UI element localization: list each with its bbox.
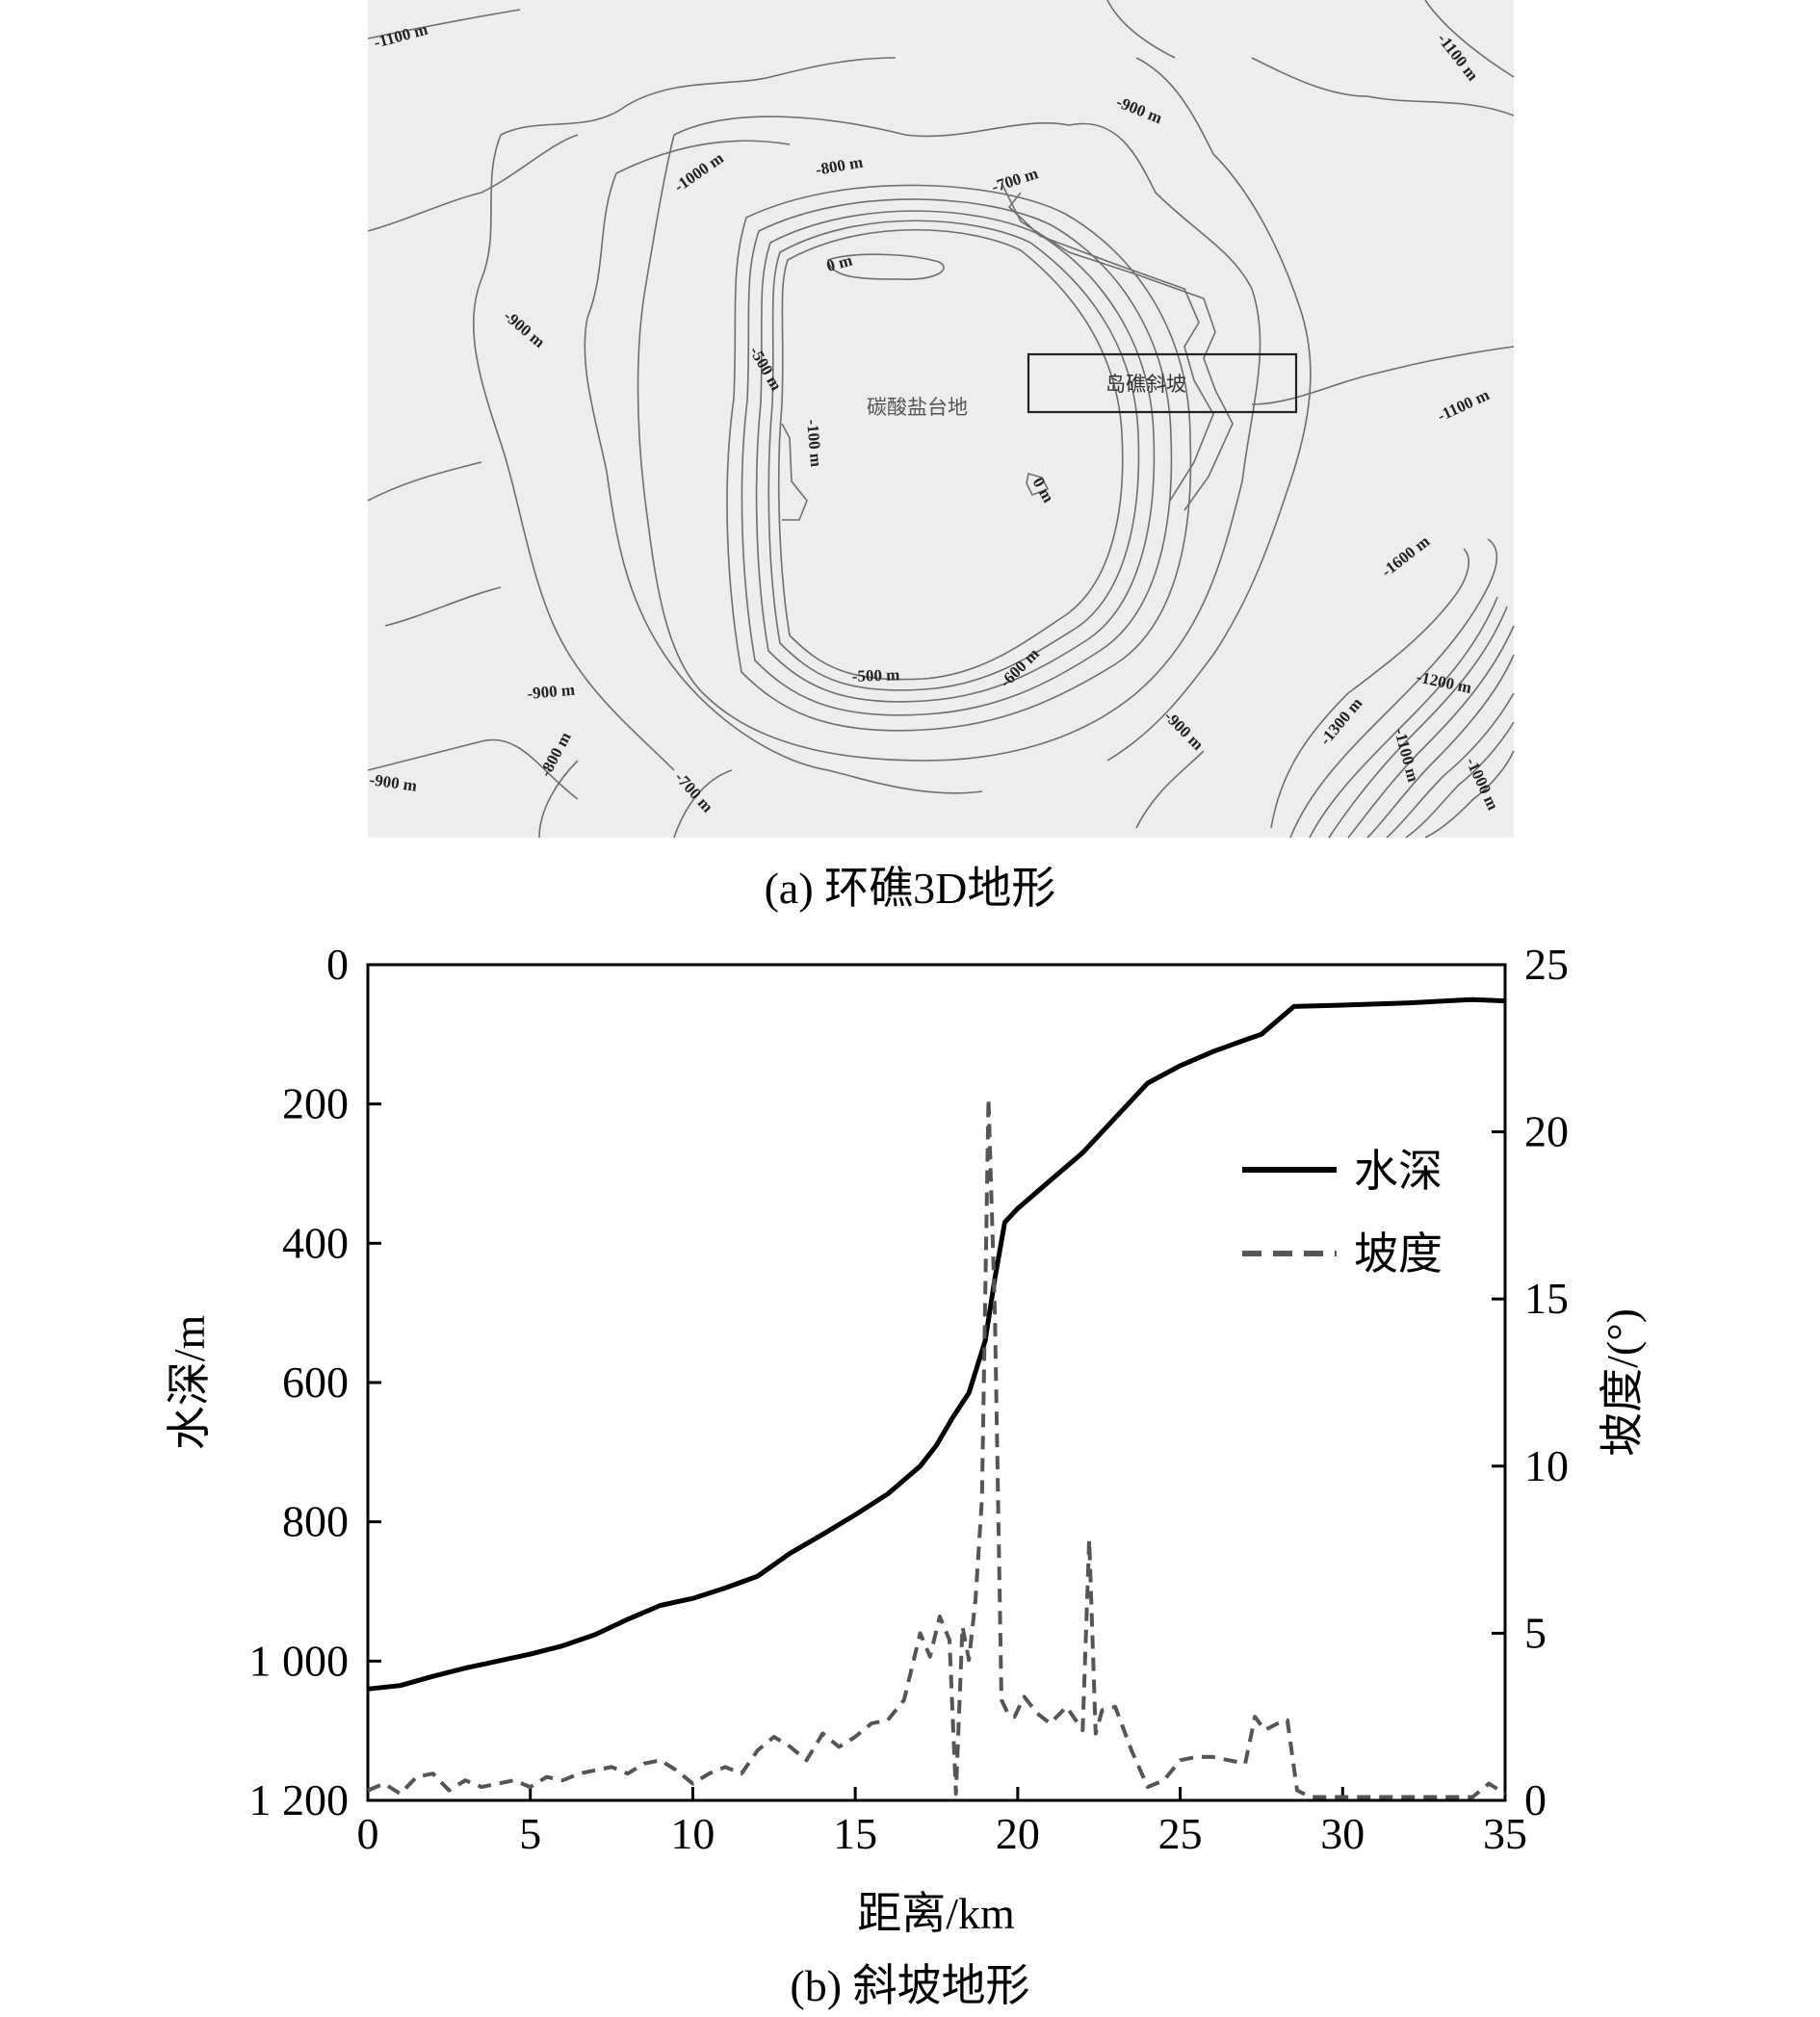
contour-label: -100 m (803, 419, 825, 468)
right-y-tick-label: 5 (1524, 1608, 1547, 1657)
series-layer (367, 996, 1507, 1799)
x-tick-label: 0 (357, 1809, 379, 1858)
legend: 水深 坡度 (1242, 1147, 1443, 1279)
left-y-tick-label: 800 (282, 1497, 349, 1546)
left-y-tick-label: 600 (282, 1358, 349, 1407)
contour-label: -900 m (527, 681, 576, 703)
left-y-tick-label: 400 (282, 1218, 349, 1267)
x-tick-label: 10 (670, 1809, 715, 1858)
x-tick-label: 35 (1483, 1809, 1527, 1858)
left-y-tick-label: 1 000 (249, 1636, 350, 1685)
right-y-tick-label: 0 (1524, 1775, 1547, 1824)
slope-box-label: 岛礁斜坡 (1105, 373, 1186, 396)
contour-map: 碳酸盐台地 岛礁斜坡 -1100 m -1100 m -900 m -1000 … (367, 0, 1515, 839)
x-tick-label: 15 (833, 1809, 877, 1858)
contour-lines (367, 0, 1515, 839)
right-y-axis: 0 5 10 15 20 25 (1492, 940, 1569, 1824)
depth-line (367, 996, 1506, 1692)
panel-b-caption: (b) 斜坡地形 (790, 1961, 1029, 2010)
slope-line (367, 1096, 1507, 1799)
map-background (368, 0, 1514, 838)
left-y-tick-label: 0 (326, 940, 349, 989)
x-tick-label: 20 (996, 1809, 1040, 1858)
left-y-axis: 0 200 400 600 800 1 000 1 200 (249, 940, 381, 1824)
left-y-axis-label: 水深/m (165, 1315, 214, 1451)
legend-label-slope: 坡度 (1354, 1229, 1443, 1279)
left-y-tick-label: 200 (282, 1079, 349, 1128)
plot-frame (366, 963, 1507, 1802)
x-tick-label: 5 (519, 1809, 541, 1858)
panel-a-caption: (a) 环礁3D地形 (765, 864, 1056, 913)
x-axis-label: 距离/km (857, 1889, 1015, 1938)
right-y-tick-label: 20 (1524, 1107, 1569, 1156)
right-y-tick-label: 25 (1524, 940, 1569, 989)
right-y-tick-label: 10 (1524, 1441, 1569, 1490)
contour-label: -500 m (851, 665, 899, 685)
platform-label: 碳酸盐台地 (867, 396, 968, 419)
x-tick-label: 25 (1158, 1809, 1203, 1858)
left-y-tick-label: 1 200 (249, 1775, 350, 1824)
legend-label-depth: 水深 (1354, 1147, 1443, 1196)
right-y-tick-label: 15 (1524, 1274, 1569, 1323)
slope-box (1027, 352, 1298, 414)
x-tick-label: 30 (1320, 1809, 1365, 1858)
x-axis: 0 5 10 15 20 25 30 35 (357, 1787, 1527, 1858)
region-labels: 碳酸盐台地 岛礁斜坡 (867, 373, 1186, 419)
right-y-axis-label: 坡度/(°) (1598, 1308, 1647, 1457)
